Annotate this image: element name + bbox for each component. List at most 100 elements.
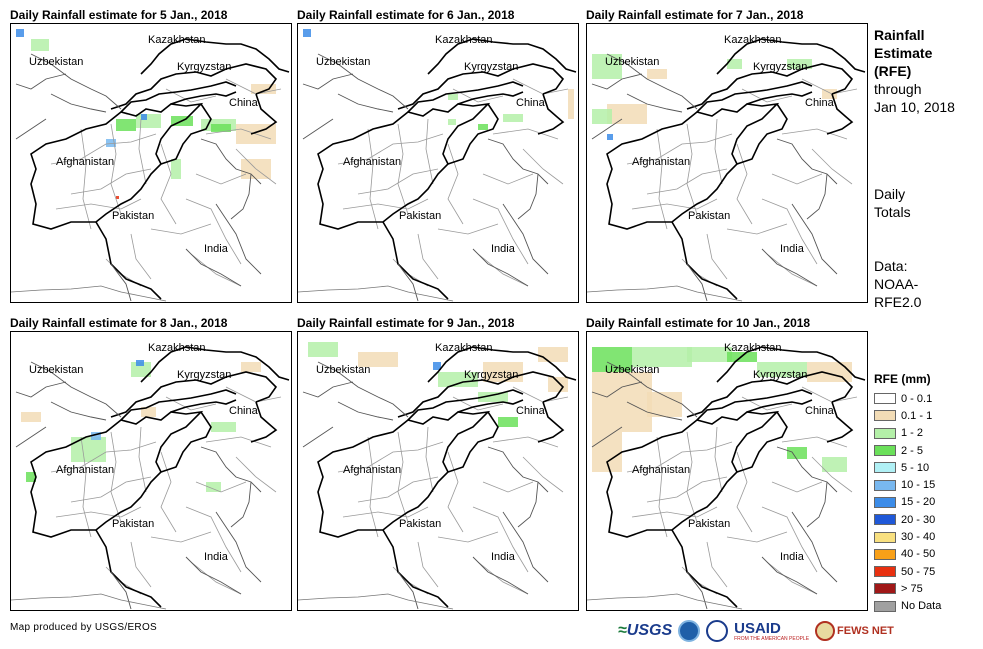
coastline [11,593,167,610]
panel-jan6: Daily Rainfall estimate for 6 Jan., 2018 [297,7,579,303]
legend: RFE (mm) 0 - 0.1 0.1 - 1 1 - 2 2 - 5 5 - 10 1… [874,372,941,615]
label-kazakhstan: Kazakhstan [435,34,493,46]
label-kazakhstan: Kazakhstan [148,342,206,354]
legend-row: 20 - 30 [874,511,941,528]
rainfall-patch [632,347,692,367]
coastline [587,593,743,610]
legend-swatch [874,583,896,595]
rainfall-patch [822,89,837,99]
label-pakistan: Pakistan [399,210,442,222]
country-boundaries [606,38,866,300]
rainfall-overlay [21,360,261,492]
legend-row: 1 - 2 [874,425,941,442]
legend-swatch [874,548,896,560]
rainfall-patch [141,114,147,120]
sidebar-through-label: through [874,81,922,97]
map-basemap [587,38,866,302]
rainfall-patch [448,94,458,100]
sidebar-data-source: Data: NOAA- RFE2.0 [874,257,921,311]
label-uzbekistan: Uzbekistan [29,56,84,68]
province-boundaries [50,386,282,595]
label-india: India [491,243,515,255]
rainfall-patch [433,362,441,370]
legend-swatch [874,479,896,491]
logo-bar: ≈USGS USAID FROM THE AMERICAN PEOPLE FEWS… [618,617,894,645]
rainfall-patch [448,119,456,125]
label-uzbekistan: Uzbekistan [605,56,660,68]
legend-row: 15 - 20 [874,494,941,511]
label-kyrgyzstan: Kyrgyzstan [464,61,519,73]
legend-row: 50 - 75 [874,563,941,580]
rainfall-patch [478,124,488,130]
legend-row: 30 - 40 [874,528,941,545]
province-boundaries [626,386,858,595]
label-kazakhstan: Kazakhstan [148,34,206,46]
sidebar-data-line3: RFE2.0 [874,294,922,310]
rainfall-patch [16,29,24,37]
province-boundaries [50,78,282,287]
legend-row: No Data [874,598,941,615]
label-kyrgyzstan: Kyrgyzstan [753,369,808,381]
legend-label: 5 - 10 [901,461,930,474]
sidebar-through-date: Jan 10, 2018 [874,99,955,115]
legend-swatch [874,514,896,526]
legend-swatch [874,410,896,422]
sidebar-title-line3: (RFE) [874,63,912,79]
legend-title: RFE (mm) [874,372,931,386]
label-china: China [229,405,258,417]
panel-title: Daily Rainfall estimate for 10 Jan., 201… [586,316,811,330]
label-china: China [805,97,834,109]
province-boundaries [626,78,858,287]
noaa-logo [678,620,701,642]
province-boundaries [337,78,569,287]
sidebar-daily-totals: Daily Totals [874,185,911,221]
label-pakistan: Pakistan [399,518,442,530]
rainfall-patch [568,89,574,119]
rainfall-map: Kazakhstan Uzbekistan Kyrgyzstan China A… [10,331,292,611]
label-india: India [780,243,804,255]
legend-label: 30 - 40 [901,531,936,544]
rainfall-patch [592,109,612,124]
rainfall-overlay [308,342,568,427]
panel-title: Daily Rainfall estimate for 5 Jan., 2018 [10,8,228,22]
rainfall-patch [141,407,156,417]
label-kyrgyzstan: Kyrgyzstan [753,61,808,73]
rainfall-patch [807,362,852,382]
legend-label: 40 - 50 [901,548,936,561]
map-basemap [298,342,577,610]
legend-row: 40 - 50 [874,546,941,563]
legend-label: No Data [901,600,942,613]
country-boundaries [30,38,290,300]
legend-label: 15 - 20 [901,496,936,509]
label-uzbekistan: Uzbekistan [316,364,371,376]
rainfall-patch [358,352,398,367]
label-pakistan: Pakistan [112,518,155,530]
rainfall-map: Kazakhstan Uzbekistan Kyrgyzstan China A… [297,23,579,303]
rainfall-map: Kazakhstan Uzbekistan Kyrgyzstan China A… [586,23,868,303]
label-pakistan: Pakistan [112,210,155,222]
panel-jan7: Daily Rainfall estimate for 7 Jan., 2018 [586,7,868,303]
panel-title: Daily Rainfall estimate for 9 Jan., 2018 [297,316,515,330]
label-kyrgyzstan: Kyrgyzstan [464,369,519,381]
rainfall-patch [211,422,236,432]
legend-swatch [874,427,896,439]
other-boundaries [302,361,549,610]
credit-text: Map produced by USGS/EROS [10,622,158,633]
label-india: India [491,551,515,563]
map-basemap [11,29,290,302]
sidebar-title-line2: Estimate [874,45,933,61]
rainfall-patch [438,372,478,387]
panel-jan5: Daily Rainfall estimate for 5 Jan., 2018 [10,7,292,303]
legend-row: 5 - 10 [874,459,941,476]
rainfall-patch [548,377,568,392]
rainfall-patch [822,457,847,472]
country-boundaries [30,346,290,608]
rainfall-patch [136,114,161,128]
fews-net-logo: FEWS NET [815,621,894,641]
legend-label: 50 - 75 [901,565,936,578]
rainfall-patch [241,362,261,372]
rainfall-patch [116,196,119,199]
rainfall-patch [787,447,807,459]
sidebar-title-line1: Rainfall [874,27,925,43]
label-afghanistan: Afghanistan [343,156,402,168]
